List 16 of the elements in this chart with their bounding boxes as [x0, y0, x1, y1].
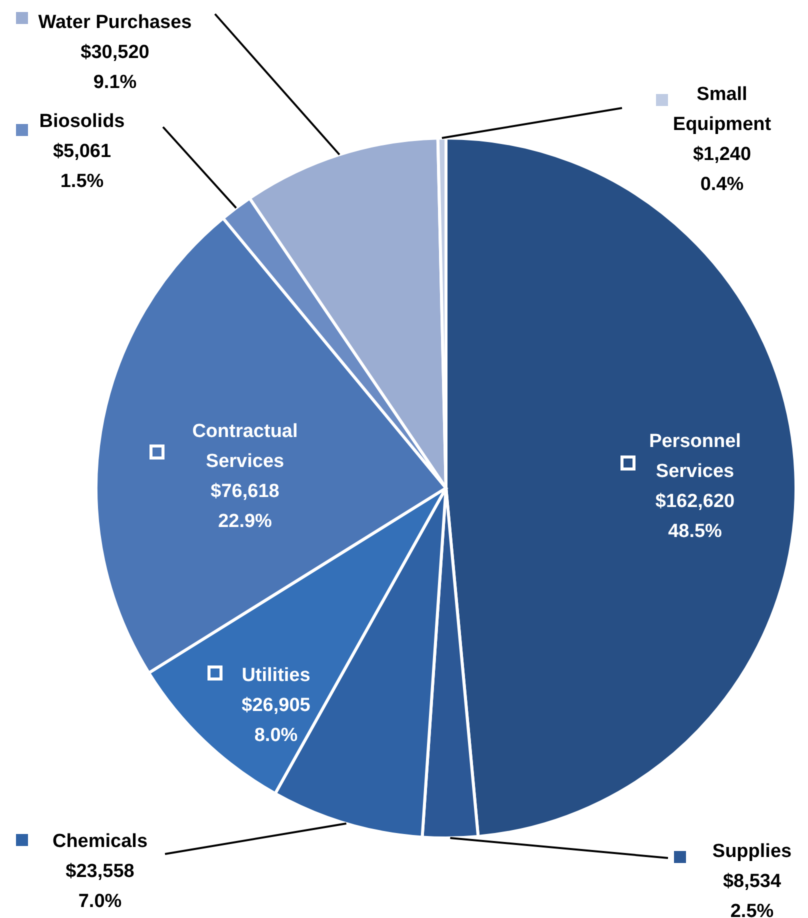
legend-label: Supplies	[712, 841, 792, 862]
data-label: $162,620 48.5%	[655, 491, 735, 542]
data-label: $8,534 2.5%	[722, 871, 782, 918]
slice-label: Contractual Services	[192, 421, 298, 472]
data-label: $26,905 8.0%	[242, 695, 311, 746]
legend-label: Chemicals	[52, 831, 148, 852]
legend-label: Water Purchases	[38, 12, 192, 33]
slice-label: Personnel Services	[649, 431, 741, 482]
data-label: $76,618 22.9%	[210, 481, 280, 532]
data-label: $30,520 9.1%	[80, 42, 150, 93]
legend-label: Biosolids	[39, 111, 125, 132]
data-label: $5,061 1.5%	[52, 141, 112, 192]
slice-label: Utilities	[242, 665, 310, 686]
data-label: $23,558 7.0%	[66, 861, 134, 912]
legend-label: Small Equipment	[672, 84, 772, 135]
data-label: $1,240 0.4%	[692, 144, 752, 195]
